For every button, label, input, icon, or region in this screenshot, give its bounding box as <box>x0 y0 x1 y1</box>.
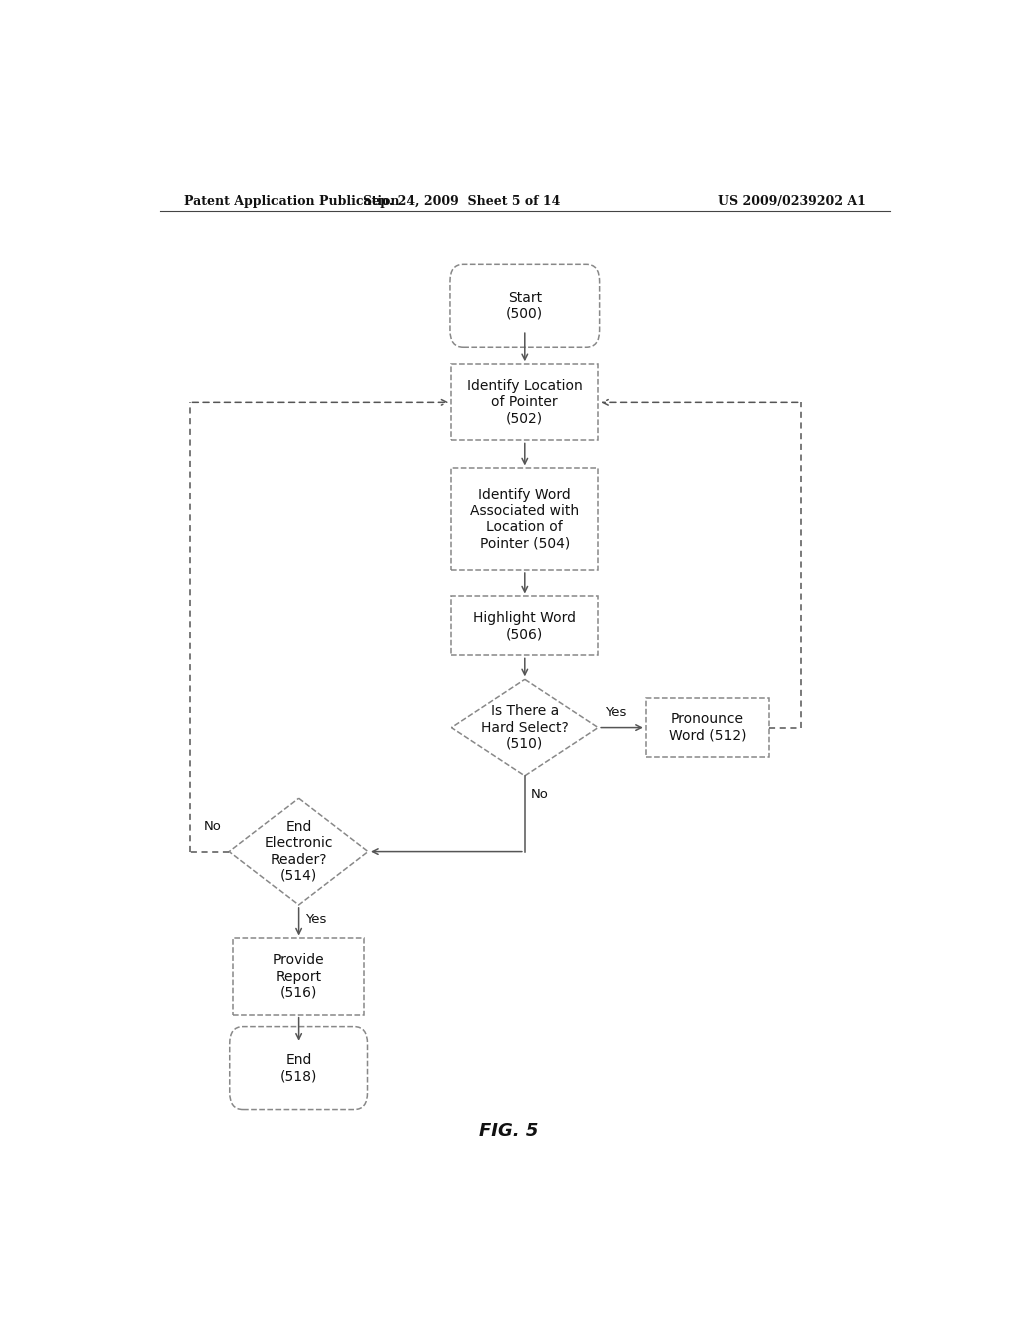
Text: End
Electronic
Reader?
(514): End Electronic Reader? (514) <box>264 820 333 883</box>
Text: Pronounce
Word (512): Pronounce Word (512) <box>669 713 746 743</box>
Text: Patent Application Publication: Patent Application Publication <box>183 194 399 207</box>
Text: Sep. 24, 2009  Sheet 5 of 14: Sep. 24, 2009 Sheet 5 of 14 <box>362 194 560 207</box>
Text: Identify Word
Associated with
Location of
Pointer (504): Identify Word Associated with Location o… <box>470 488 580 550</box>
Text: No: No <box>204 820 221 833</box>
Polygon shape <box>452 680 598 776</box>
Text: End
(518): End (518) <box>280 1053 317 1084</box>
Bar <box>452 469 598 570</box>
Text: Start
(500): Start (500) <box>506 290 544 321</box>
Bar <box>646 698 769 758</box>
Text: FIG. 5: FIG. 5 <box>479 1122 539 1140</box>
Bar <box>233 939 365 1015</box>
FancyBboxPatch shape <box>229 1027 368 1110</box>
Bar <box>452 364 598 441</box>
Text: Yes: Yes <box>604 706 626 719</box>
Bar <box>452 597 598 656</box>
FancyBboxPatch shape <box>450 264 600 347</box>
Polygon shape <box>229 799 368 906</box>
Text: US 2009/0239202 A1: US 2009/0239202 A1 <box>718 194 866 207</box>
Text: Yes: Yes <box>305 913 327 927</box>
Text: Identify Location
of Pointer
(502): Identify Location of Pointer (502) <box>467 379 583 425</box>
Text: Highlight Word
(506): Highlight Word (506) <box>473 611 577 642</box>
Text: Is There a
Hard Select?
(510): Is There a Hard Select? (510) <box>481 705 568 751</box>
Text: Provide
Report
(516): Provide Report (516) <box>272 953 325 999</box>
Text: No: No <box>531 788 549 801</box>
